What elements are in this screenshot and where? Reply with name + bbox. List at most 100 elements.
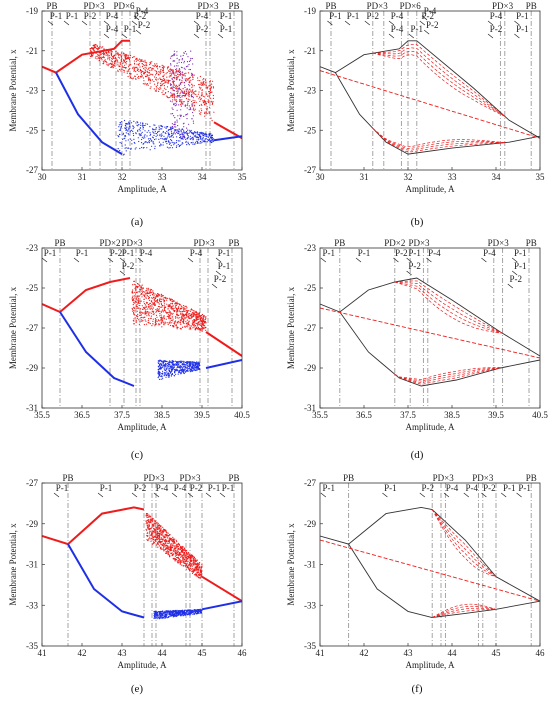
chaos-lower-point (128, 126, 130, 128)
chaos-upper-point (164, 321, 166, 323)
chaos-upper-point (98, 54, 100, 56)
chaos-upper-point (136, 287, 139, 289)
chaos-upper-point (209, 91, 211, 93)
plot-area (320, 248, 540, 408)
chaos-upper-point (157, 543, 159, 545)
chaos-upper-point (184, 313, 186, 316)
chaos-lower-point (152, 131, 154, 133)
chaos-overlap-point (191, 137, 193, 139)
chaos-upper-point (162, 528, 165, 530)
chaos-lower-point (188, 365, 190, 367)
chaos-lower-point (186, 134, 188, 136)
chaos-upper-point (199, 104, 201, 107)
chaos-upper-point (201, 109, 203, 112)
chaos-overlap-point (172, 108, 174, 110)
chaos-overlap-point (182, 71, 184, 73)
chaos-lower-point (129, 126, 131, 128)
chaos-upper-point (150, 521, 152, 523)
chaos-lower-point (129, 125, 131, 127)
chaos-upper-point (153, 522, 155, 524)
chaos-lower-point (131, 129, 133, 131)
chaos-lower-point (174, 363, 176, 365)
chaos-lower-point (182, 610, 184, 612)
chaos-lower-point (180, 130, 182, 132)
chaos-lower-point (152, 129, 154, 131)
y-tick-label: -31 (304, 403, 316, 413)
bifurcation-annotation: P-4 (156, 483, 169, 493)
chaos-upper-point (158, 303, 160, 305)
chaos-upper-point (150, 73, 152, 75)
chaos-lower-point (181, 368, 184, 370)
chaos-lower-point (169, 142, 171, 144)
chaos-upper-point (164, 548, 166, 551)
chaos-upper-point (177, 321, 179, 323)
bifurcation-annotation: P-2 (408, 261, 421, 271)
chaos-upper-point (99, 57, 101, 59)
chaos-upper-point (182, 546, 184, 548)
chaos-lower-point (176, 145, 178, 147)
chaos-overlap-point (173, 65, 176, 67)
chaos-upper-point (153, 299, 156, 301)
x-tick-label: 34 (492, 172, 502, 182)
chaos-upper-point (199, 75, 201, 78)
chaos-upper-point (124, 53, 126, 56)
chaos-upper-point (166, 95, 168, 97)
chaos-lower-point (178, 145, 180, 148)
bifurcation-annotation: PD×3 (433, 473, 455, 483)
chaos-overlap-point (189, 80, 191, 82)
chaos-upper-point (209, 81, 211, 83)
chaos-lower-point (168, 147, 170, 149)
chaos-overlap-point (189, 68, 192, 71)
chaos-upper-point (162, 76, 164, 78)
chaos-overlap-point (188, 63, 190, 66)
chaos-upper-point (177, 76, 179, 78)
chaos-lower-point (158, 617, 160, 620)
chaos-lower-point (211, 135, 213, 137)
chaos-upper-point (203, 99, 206, 101)
chaos-upper-point (120, 70, 122, 72)
bifurcation-annotation: PB (526, 473, 537, 483)
x-tick-label: 45 (492, 648, 502, 658)
chaos-lower-point (197, 609, 199, 611)
unstable-periodic-loop (372, 43, 506, 117)
chaos-overlap-point (191, 96, 193, 98)
chaos-lower-point (193, 613, 195, 616)
chaos-lower-point (204, 135, 206, 137)
chaos-upper-point (183, 552, 185, 554)
chaos-upper-point (196, 569, 198, 571)
chaos-lower-point (185, 609, 187, 611)
chaos-lower-point (165, 617, 167, 619)
chaos-lower-point (195, 136, 197, 138)
chaos-upper-point (162, 320, 164, 322)
chaos-overlap-point (170, 83, 172, 85)
chaos-overlap-point (187, 65, 189, 67)
chaos-upper-point (169, 312, 172, 314)
chaos-upper-point (195, 314, 197, 316)
chaos-lower-point (149, 149, 151, 151)
chaos-upper-point (186, 563, 188, 565)
chaos-upper-point (115, 59, 117, 61)
chaos-upper-point (183, 554, 185, 556)
chaos-lower-point (195, 369, 197, 372)
chaos-upper-point (98, 55, 101, 57)
chaos-upper-point (176, 76, 178, 78)
chaos-upper-point (156, 534, 158, 536)
chaos-upper-point (181, 314, 183, 316)
chaos-upper-point (179, 553, 181, 555)
chaos-upper-point (169, 322, 171, 324)
chaos-upper-point (201, 566, 203, 568)
chaos-lower-point (186, 365, 188, 367)
chaos-lower-point (125, 123, 127, 125)
chaos-upper-point (199, 577, 201, 580)
chaos-upper-point (200, 327, 202, 329)
chaos-lower-point (162, 363, 164, 365)
chaos-upper-point (189, 85, 191, 87)
bifurcation-annotation: P-1 (329, 11, 342, 21)
chaos-upper-point (159, 541, 161, 544)
chaos-upper-point (204, 111, 206, 113)
chaos-upper-point (93, 49, 95, 51)
chaos-upper-point (168, 96, 170, 99)
chaos-upper-point (148, 314, 150, 316)
bifurcation-annotation: P-2 (510, 274, 523, 284)
chaos-overlap-point (180, 133, 182, 135)
